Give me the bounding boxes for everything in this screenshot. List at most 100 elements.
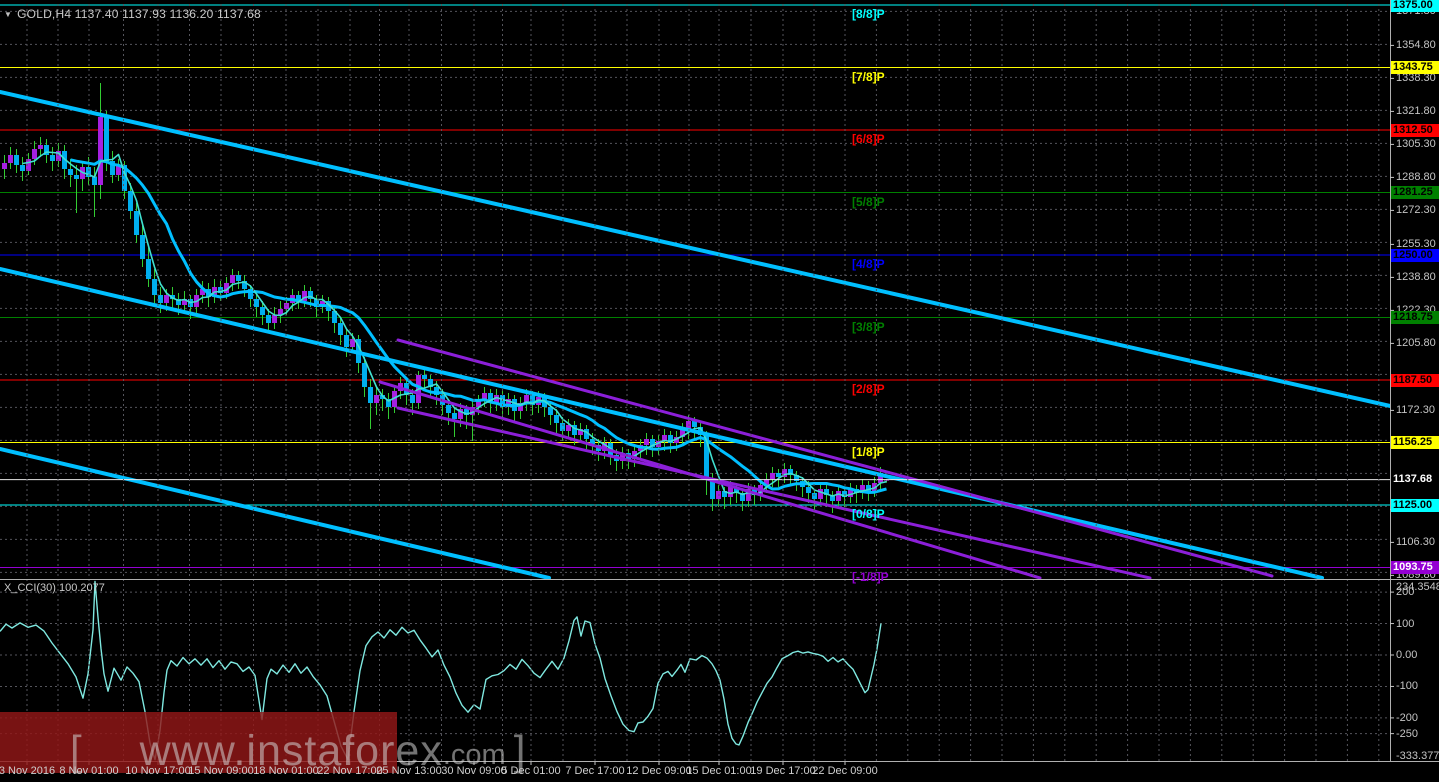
murray-level-label: [7/8]P <box>852 69 885 84</box>
candle-body <box>434 387 439 395</box>
candle-body <box>554 415 559 423</box>
candle-body <box>530 395 535 405</box>
cci-tick-label: 200 <box>1396 586 1415 599</box>
price-axis-badge: 1281.25 <box>1391 186 1439 199</box>
candle-body <box>236 275 241 281</box>
time-axis-label: 30 Nov 09:00 <box>441 765 507 777</box>
candle-body <box>308 291 313 299</box>
time-axis-label: 22 Dec 09:00 <box>812 765 878 777</box>
candle-body <box>338 323 343 335</box>
candle-body <box>566 425 571 431</box>
candle-body <box>176 299 181 305</box>
candle-body <box>158 295 163 303</box>
candle-body <box>644 439 649 445</box>
candle-body <box>104 117 109 161</box>
broker-watermark: [ www.instaforex .com ] <box>0 712 525 773</box>
watermark-name: www.instaforex <box>139 727 443 775</box>
price-tick-label: 1238.80 <box>1396 271 1436 284</box>
candle-body <box>662 435 667 441</box>
murray-level-label: [6/8]P <box>852 132 885 146</box>
candle-body <box>452 413 457 419</box>
price-tick-label: 1354.80 <box>1396 39 1436 52</box>
candle-body <box>770 473 775 479</box>
trendline <box>396 338 1274 578</box>
candle-body <box>116 165 121 175</box>
candle-body <box>518 403 523 411</box>
time-axis-label: 15 Nov 09:00 <box>188 765 254 777</box>
candle-body <box>140 235 145 259</box>
candle-body <box>296 295 301 301</box>
candle-body <box>578 429 583 435</box>
candle-body <box>734 487 739 493</box>
candle-body <box>728 487 733 497</box>
candle-body <box>110 161 115 175</box>
candle-body <box>506 399 511 407</box>
candle-body <box>332 311 337 323</box>
candle-body <box>422 375 427 379</box>
time-axis-label: 15 Dec 01:00 <box>686 765 752 777</box>
candle-body <box>584 429 589 439</box>
price-axis-badge: 1343.75 <box>1391 61 1439 74</box>
candle-body <box>266 315 271 323</box>
candle-body <box>368 387 373 403</box>
cci-extreme-label: -333.3772 <box>1396 750 1439 762</box>
candle-body <box>50 155 55 161</box>
candle-body <box>818 489 823 499</box>
candle-body <box>524 395 529 403</box>
quote-ohlc-text: GOLD,H4 1137.40 1137.93 1136.20 1137.68 <box>17 7 261 21</box>
candle-body <box>458 409 463 419</box>
candle-body <box>350 339 355 347</box>
candle-body <box>32 149 37 159</box>
candle-body <box>44 145 49 155</box>
cci-extreme-label: 234.3548 <box>1396 581 1439 594</box>
watermark-bracket-right: ] <box>513 727 526 774</box>
candle-body <box>86 167 91 177</box>
candle-body <box>860 485 865 493</box>
price-tick-label: 1338.30 <box>1396 72 1436 85</box>
candle-body <box>260 307 265 315</box>
price-tick-label: 1255.30 <box>1396 238 1436 251</box>
candle-body <box>302 291 307 301</box>
murray-level-label: [1/8]P <box>852 444 885 459</box>
candle-body <box>650 439 655 447</box>
candle-body <box>8 155 13 163</box>
candle-body <box>14 155 19 165</box>
candle-body <box>2 163 7 169</box>
candle-body <box>272 315 277 323</box>
candle-body <box>704 435 709 479</box>
cci-tick-label: -200 <box>1396 711 1419 724</box>
candle-body <box>482 393 487 399</box>
price-axis-badge: 1187.50 <box>1391 373 1439 387</box>
candle-body <box>146 259 151 279</box>
cci-tick-label: 100 <box>1396 617 1415 630</box>
price-axis-badge: 1093.75 <box>1391 561 1439 574</box>
candle-body <box>674 437 679 443</box>
time-axis-label: 12 Dec 09:00 <box>626 765 692 777</box>
candle-body <box>632 451 637 459</box>
price-axis-badge: 1312.50 <box>1391 123 1439 137</box>
candle-body <box>254 299 259 307</box>
price-tick-label: 1272.30 <box>1396 204 1436 217</box>
candle-body <box>98 117 103 185</box>
price-tick-label: 1321.80 <box>1396 105 1436 118</box>
candle-body <box>836 491 841 501</box>
candle-body <box>764 479 769 485</box>
murray-level-label: [3/8]P <box>852 319 885 334</box>
time-axis-label: 19 Dec 17:00 <box>750 765 816 777</box>
symbol-dropdown-icon[interactable]: ▼ <box>4 10 13 19</box>
time-axis-label: 7 Dec 17:00 <box>565 765 625 777</box>
cci-tick-label: -100 <box>1396 680 1419 693</box>
candle-body <box>224 283 229 293</box>
ma-slow-line <box>70 158 887 494</box>
candle-body <box>668 435 673 443</box>
candle-body <box>92 177 97 185</box>
candle-body <box>278 309 283 315</box>
candle-body <box>128 191 133 211</box>
current-price-badge: 1137.68 <box>1391 473 1439 487</box>
murray-level-label: [-1/8]P <box>852 569 889 584</box>
watermark-domain: .com <box>442 739 506 771</box>
candle-body <box>344 335 349 347</box>
candle-body <box>806 487 811 493</box>
